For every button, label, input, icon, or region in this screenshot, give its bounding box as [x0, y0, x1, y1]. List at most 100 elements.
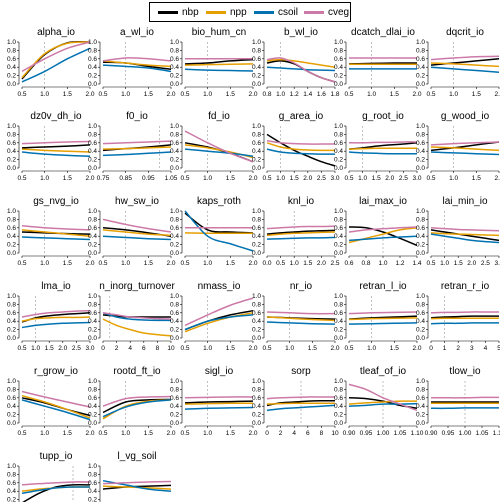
- y-tick-label: 0.0: [7, 81, 16, 88]
- panel-title: tupp_io: [40, 451, 73, 462]
- panel-title: dcatch_dlai_io: [351, 27, 415, 38]
- y-tick-label: 0.4: [88, 488, 97, 495]
- series-line-csoil: [102, 151, 172, 157]
- legend-swatch-csoil: [254, 10, 274, 14]
- series-line-nbp: [430, 141, 500, 152]
- x-tick-label: 1.5: [308, 345, 317, 352]
- x-tick-label: 1: [443, 345, 447, 352]
- panel-title: knl_io: [288, 196, 315, 207]
- y-tick-label: 0.2: [334, 73, 343, 80]
- y-tick-label: 0.0: [170, 335, 179, 342]
- y-tick-label: 1.0: [88, 293, 97, 300]
- x-tick-label: 0.95: [142, 175, 155, 182]
- y-tick-label: 0.0: [7, 335, 16, 342]
- y-tick-label: 0.4: [88, 148, 97, 155]
- y-tick-label: 1.0: [88, 378, 97, 385]
- x-tick-label: 0: [265, 430, 269, 437]
- legend-item-cveg: cveg: [304, 3, 349, 21]
- series-line-npp: [102, 60, 172, 68]
- y-tick-label: 1.0: [416, 208, 425, 215]
- x-tick-label: 6: [306, 430, 310, 437]
- panel-title: nmass_io: [198, 281, 241, 292]
- series-line-cveg: [102, 395, 172, 407]
- x-tick-label: 1.5: [226, 91, 235, 98]
- y-tick-label: 0.0: [88, 250, 97, 257]
- y-tick-label: 0.4: [170, 233, 179, 240]
- x-tick-label: 1.10: [411, 430, 424, 437]
- y-tick-label: 1.0: [88, 463, 97, 470]
- x-tick-label: 2.0: [85, 91, 94, 98]
- y-tick-label: 0.0: [170, 165, 179, 172]
- y-tick-label: 0.8: [170, 47, 179, 54]
- y-tick-label: 0.0: [252, 335, 261, 342]
- y-tick-label: 0.2: [334, 412, 343, 419]
- series-line-cveg: [102, 312, 172, 320]
- series-line-nbp: [22, 483, 91, 502]
- y-tick-label: 0.8: [416, 386, 425, 393]
- y-tick-label: 0.6: [7, 56, 16, 63]
- y-tick-label: 0.8: [170, 301, 179, 308]
- x-tick-label: 1.05: [476, 430, 489, 437]
- series-line-nbp: [184, 58, 254, 65]
- x-tick-label: 0.90: [425, 430, 438, 437]
- x-tick-label: 1.6: [317, 91, 326, 98]
- y-tick-label: 1.0: [334, 39, 343, 46]
- y-tick-label: 0.0: [88, 420, 97, 427]
- y-tick-label: 0.2: [170, 412, 179, 419]
- x-tick-label: 0.5: [180, 430, 189, 437]
- legend-label-csoil: csoil: [278, 6, 299, 18]
- x-tick-label: 0.5: [17, 175, 26, 182]
- x-tick-label: 0.5: [180, 91, 189, 98]
- panel-title: sigl_io: [205, 366, 234, 377]
- y-tick-label: 0.8: [252, 216, 261, 223]
- x-tick-label: 2.5: [330, 260, 339, 267]
- y-tick-label: 0.2: [416, 327, 425, 334]
- series-line-csoil: [184, 210, 254, 252]
- y-tick-label: 0.8: [7, 471, 16, 478]
- x-tick-label: 3.0: [330, 175, 339, 182]
- y-tick-label: 0.6: [416, 310, 425, 317]
- series-line-csoil: [184, 148, 254, 157]
- y-tick-label: 0.4: [416, 318, 425, 325]
- x-tick-label: 0.5: [426, 175, 435, 182]
- series-line-csoil: [348, 322, 418, 325]
- y-tick-label: 0.8: [88, 131, 97, 138]
- y-tick-label: 0.4: [88, 403, 97, 410]
- panel-title: l_vg_soil: [118, 451, 157, 462]
- x-tick-label: 1.0: [203, 91, 212, 98]
- y-tick-label: 0.2: [334, 327, 343, 334]
- x-tick-label: 1.0: [367, 91, 376, 98]
- y-tick-label: 0.6: [334, 140, 343, 147]
- y-tick-label: 0.4: [7, 318, 16, 325]
- y-tick-label: 1.0: [416, 378, 425, 385]
- series-line-npp: [184, 402, 254, 405]
- series-line-csoil: [430, 233, 500, 244]
- series-line-cveg: [102, 218, 172, 233]
- y-tick-label: 1.0: [416, 39, 425, 46]
- panel-title: lma_io: [41, 281, 71, 292]
- y-tick-label: 1.0: [334, 123, 343, 130]
- y-tick-label: 0.6: [7, 140, 16, 147]
- y-tick-label: 0.6: [88, 56, 97, 63]
- x-tick-label: 2.0: [248, 345, 257, 352]
- y-tick-label: 1.0: [88, 123, 97, 130]
- x-tick-label: 1.0: [367, 345, 376, 352]
- y-tick-label: 1.0: [170, 123, 179, 130]
- y-tick-label: 0.8: [252, 131, 261, 138]
- x-tick-label: 2.0: [330, 345, 339, 352]
- panel-title: dz0v_dh_io: [30, 111, 82, 122]
- panel-tleaf_of_io: tleaf_of_io0.00.20.40.60.81.00.90 0.95 1.0…: [334, 366, 424, 437]
- y-tick-label: 0.4: [88, 318, 97, 325]
- panel-title: tleaf_of_io: [360, 366, 407, 377]
- x-tick-label: 0.5: [426, 260, 435, 267]
- y-tick-label: 0.2: [7, 73, 16, 80]
- x-tick-label: 2.0: [85, 430, 94, 437]
- series-line-cveg: [21, 41, 91, 73]
- series-line-npp: [266, 142, 336, 152]
- panel-title: fd_io: [208, 111, 230, 122]
- x-tick-label: 1.0: [121, 430, 130, 437]
- y-tick-label: 1.0: [252, 39, 261, 46]
- y-tick-label: 0.0: [334, 420, 343, 427]
- panel-retran_r_io: retran_r_io 0.00.2 0.40.6 0.81.0 0 1 2 3 4 5: [416, 281, 500, 352]
